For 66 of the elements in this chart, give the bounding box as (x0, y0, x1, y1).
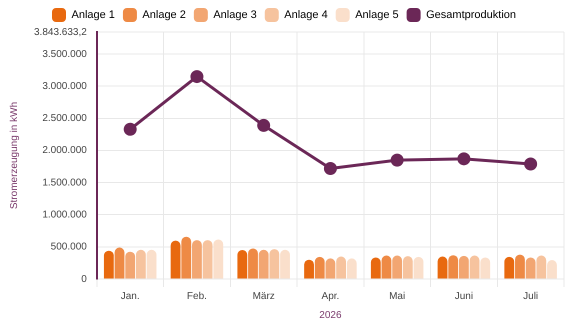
y-tick-label: 1.000.000 (42, 209, 88, 220)
x-tick-label: Juni (454, 290, 474, 302)
legend-label: Anlage 3 (213, 9, 257, 22)
bar (346, 258, 357, 278)
bar (258, 250, 269, 278)
bar (526, 257, 536, 278)
bar (181, 236, 192, 278)
y-tick-label: 2.500.000 (42, 113, 88, 124)
legend-label: Gesamtproduktion (426, 9, 516, 22)
bar (136, 250, 146, 278)
bar (504, 256, 514, 278)
bar (269, 249, 280, 278)
legend-label: Anlage 4 (284, 9, 328, 22)
point (190, 70, 204, 84)
bar (326, 258, 336, 278)
bar (515, 254, 525, 278)
bar (392, 256, 402, 278)
bar (248, 248, 258, 278)
x-tick-label: März (252, 290, 275, 302)
bar (280, 250, 290, 278)
point (390, 154, 404, 167)
bar (458, 256, 469, 278)
bar (213, 239, 224, 278)
bar (170, 240, 180, 278)
bar (438, 256, 448, 278)
point (524, 157, 538, 170)
y-tick-label: 3.000.000 (42, 80, 88, 92)
y-tick-label: 3.843.633,2 (34, 26, 88, 38)
bar (314, 256, 325, 278)
point (457, 152, 470, 166)
bar (146, 250, 156, 278)
y-axis-title: Stromerzeugung in kWh (8, 102, 20, 210)
y-tick-label: 2.000.000 (42, 145, 88, 156)
bar (336, 256, 346, 278)
x-axis-title: 2026 (319, 310, 342, 321)
legend-label: Anlage 5 (355, 9, 399, 22)
bar (370, 257, 381, 278)
x-tick-label: Feb. (186, 290, 207, 302)
bar (304, 260, 314, 278)
bar (536, 256, 546, 278)
x-tick-label: Apr. (322, 290, 340, 302)
bar (125, 252, 136, 278)
y-tick-label: 3.500.000 (42, 48, 88, 60)
legend-label: Anlage 1 (71, 9, 115, 22)
x-tick-label: Mai (389, 290, 406, 302)
bar (202, 240, 213, 278)
y-tick-label: 500.000 (50, 242, 88, 253)
point (124, 122, 137, 136)
bar (237, 250, 248, 278)
point (257, 118, 270, 132)
bar (114, 248, 124, 278)
bar (448, 255, 458, 278)
legend-label: Anlage 2 (142, 9, 186, 22)
bar (480, 257, 490, 278)
bar (402, 256, 413, 278)
x-tick-label: Jan. (120, 290, 140, 302)
y-tick-label: 1.500.000 (42, 177, 88, 188)
bar (414, 256, 424, 278)
y-tick-label: 0 (81, 274, 88, 285)
bar (104, 250, 114, 278)
bar (192, 240, 202, 278)
point (324, 162, 337, 175)
bar (547, 260, 557, 278)
bar (382, 256, 392, 278)
bar (470, 256, 480, 278)
x-tick-label: Juli (523, 290, 538, 302)
